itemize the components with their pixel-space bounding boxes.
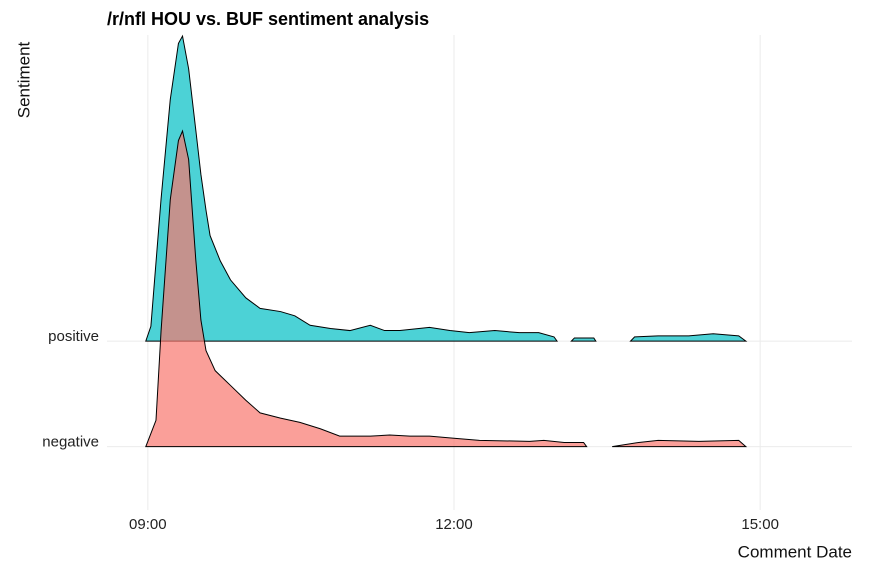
y-axis-title: Sentiment (14, 41, 33, 118)
x-tick-label: 12:00 (435, 516, 473, 533)
chart-title: /r/nfl HOU vs. BUF sentiment analysis (107, 9, 429, 29)
y-tick-label: negative (42, 434, 99, 451)
x-axis-title: Comment Date (738, 542, 852, 561)
x-tick-label: 15:00 (741, 516, 779, 533)
x-tick-label: 09:00 (129, 516, 167, 533)
ridge-area (145, 34, 748, 342)
ridge-area (145, 129, 748, 448)
y-tick-label: positive (48, 328, 99, 345)
